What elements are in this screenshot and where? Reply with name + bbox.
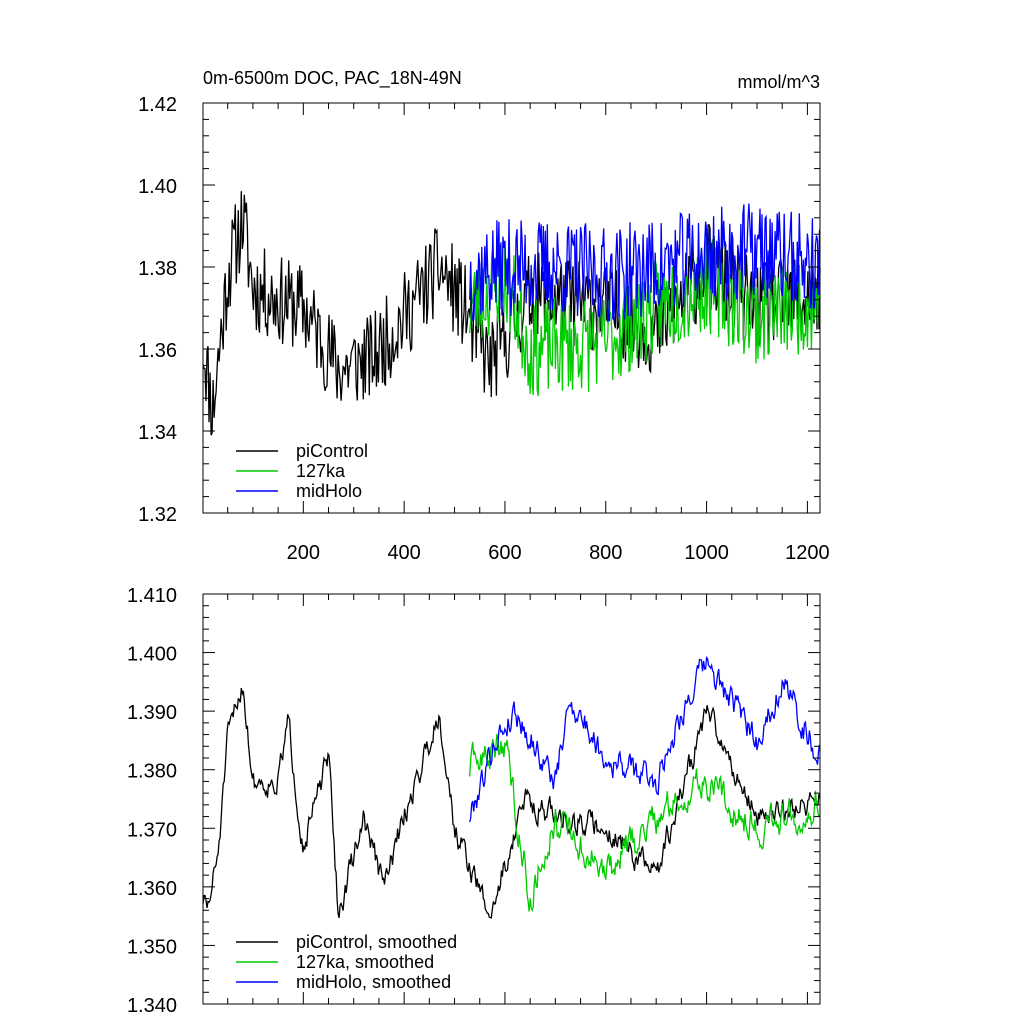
x-tick-label: 800 [589,542,622,564]
series-line-127ka [469,236,821,397]
bottom-y-axis: 1.340 1.350 1.360 1.370 1.380 1.390 1.400 1.410 [127,585,820,1017]
legend-label: 127ka [296,461,346,481]
bottom-plot-frame [202,593,821,1005]
top-x-axis: 200 400 600 800 1000 1200 [227,103,830,564]
series-line-picontrol-smoothed [202,687,821,919]
bottom-x-axis [227,594,808,1004]
legend-label: midHolo [296,481,362,501]
y-tick-label: 1.350 [127,936,177,958]
panel-bottom: 1.340 1.350 1.360 1.370 1.380 1.390 1.400 1.410… [127,585,821,1017]
x-tick-label: 1200 [785,542,830,564]
y-tick-label: 1.390 [127,702,177,724]
units-label: mmol/m^3 [738,72,820,92]
y-tick-label: 1.34 [138,422,177,444]
y-tick-label: 1.360 [127,878,177,900]
x-tick-label: 200 [287,542,320,564]
y-tick-label: 1.32 [138,504,177,526]
x-tick-label: 600 [488,542,521,564]
bottom-series-lines [202,655,821,919]
y-tick-label: 1.370 [127,819,177,841]
x-tick-label: 1000 [684,542,729,564]
y-tick-label: 1.340 [127,995,177,1017]
y-tick-label: 1.40 [138,176,177,198]
series-line-127ka-smoothed [469,733,820,913]
x-tick-label: 400 [387,542,420,564]
y-tick-label: 1.42 [138,94,177,116]
y-tick-label: 1.410 [127,585,177,607]
legend-label: piControl [296,441,368,461]
series-line-midholo [469,203,821,323]
y-tick-label: 1.400 [127,644,177,666]
top-plot-frame [202,102,821,514]
y-tick-label: 1.380 [127,761,177,783]
y-tick-label: 1.38 [138,258,177,280]
top-series-lines [202,191,821,436]
top-y-axis: 1.32 1.34 1.36 1.38 1.40 1.42 [138,94,820,526]
chart-title: 0m-6500m DOC, PAC_18N-49N [203,68,462,89]
y-tick-label: 1.36 [138,340,177,362]
legend-label: 127ka, smoothed [296,952,434,972]
legend-label: piControl, smoothed [296,932,457,952]
legend-label: midHolo, smoothed [296,972,451,992]
panel-top: 0m-6500m DOC, PAC_18N-49N mmol/m^3 1.321… [138,68,830,564]
series-line-midholo-smoothed [469,655,821,823]
